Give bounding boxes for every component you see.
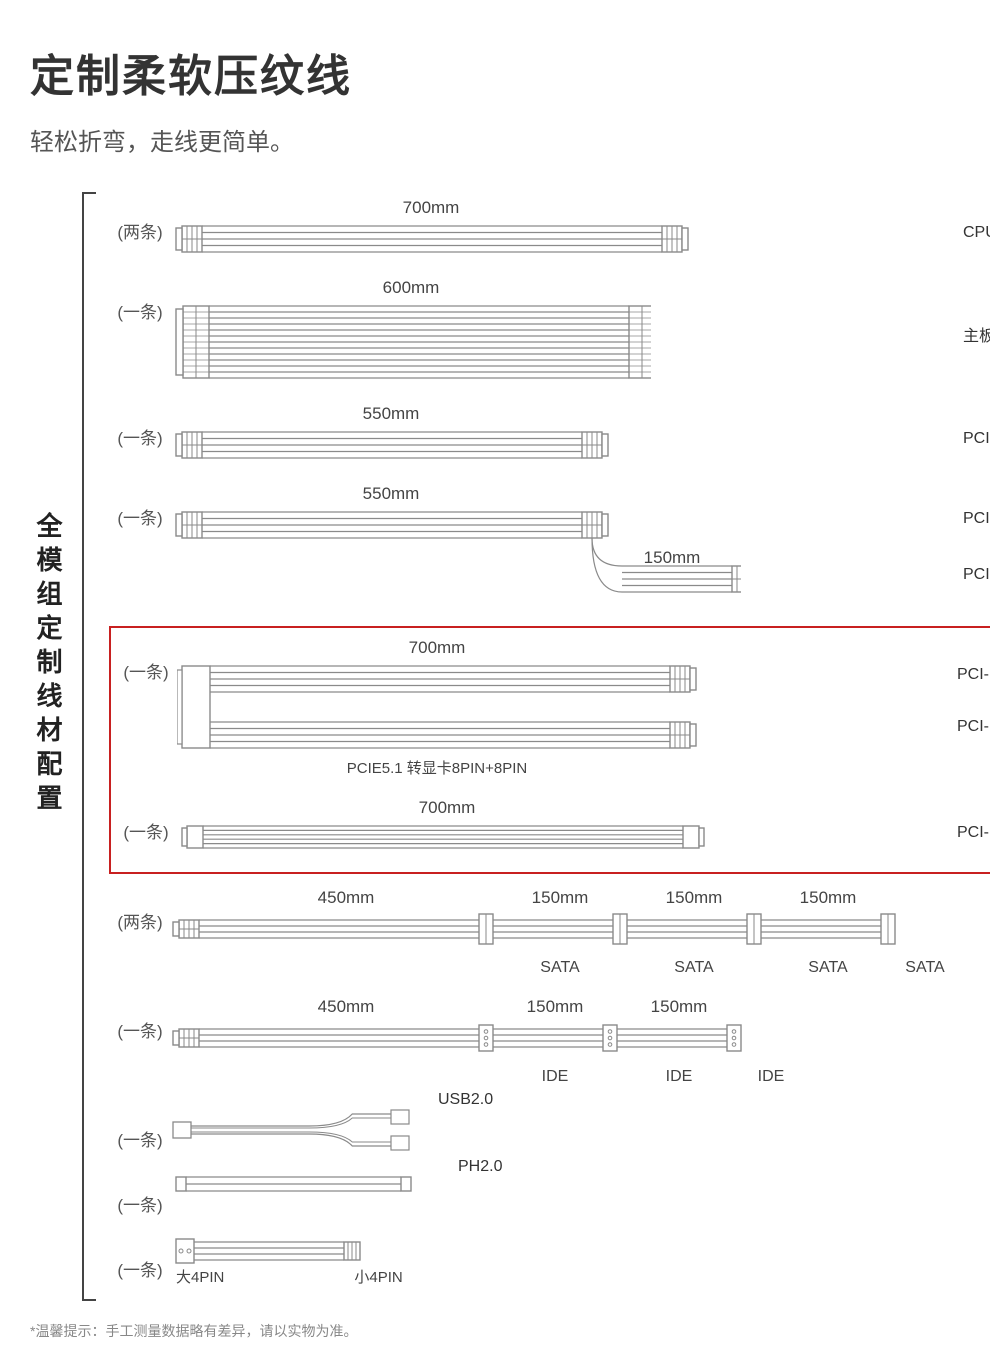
cable-row-4pin: (一条)大4PIN 小4PIN xyxy=(109,1230,990,1293)
conn-type-label xyxy=(963,910,990,918)
connector-labels: 主板20+4PIN xyxy=(955,278,990,350)
cable-row-ph: (一条)PH2.0 xyxy=(109,1165,990,1222)
conn-type-label: IDE xyxy=(741,1068,801,1086)
qty-label: (一条) xyxy=(109,1171,171,1216)
qty-label: (两条) xyxy=(109,198,171,243)
qty-label: (一条) xyxy=(109,484,171,529)
cable-graphic: 450mm150mm150mmIDEIDEIDE xyxy=(171,997,955,1086)
conn-type-label xyxy=(963,1019,990,1027)
connector-labels: PCI-E 6+2PIN PCI-E 6+2PIN xyxy=(949,638,990,740)
cable-graphic: PH2.0 xyxy=(171,1171,955,1183)
conn-type-label: SATA xyxy=(761,959,895,977)
conn-type-label: 小4PIN xyxy=(354,1266,402,1287)
cable-row-usb: (一条)USB2.0 xyxy=(109,1100,990,1157)
dim-label: 150mm xyxy=(627,888,761,908)
cable-graphic: 700mm PCIE5.1 转显卡8PIN+8PIN xyxy=(177,638,949,778)
connector-labels: CPU 4+4PIN xyxy=(955,198,990,246)
dim-label: 550mm xyxy=(201,484,581,504)
cable-row-pcie51_16: (一条) 700mm PCI-E5.1 16PIN xyxy=(115,792,990,860)
conn-type-label: 大4PIN xyxy=(176,1266,224,1287)
qty-label: (两条) xyxy=(109,888,171,933)
dim-label: 150mm xyxy=(493,997,617,1017)
conn-type-label: PCI-E 6+2PIN xyxy=(957,662,990,688)
qty-label: (一条) xyxy=(109,997,171,1042)
conn-type-label: SATA xyxy=(895,959,955,977)
conn-type-label: CPU 4+4PIN xyxy=(963,220,990,246)
connector-labels xyxy=(955,888,990,918)
cable-graphic: 450mm150mm150mm150mmSATASATASATASATA xyxy=(171,888,955,977)
connector-labels xyxy=(955,1171,990,1193)
conn-type-label xyxy=(199,1068,493,1086)
conn-type-label: SATA xyxy=(493,959,627,977)
cable-graphic: 700mm xyxy=(177,798,949,854)
conn-type-label: IDE xyxy=(493,1068,617,1086)
dim-label: 150mm xyxy=(493,888,627,908)
qty-label: (一条) xyxy=(115,798,177,843)
cable-graphic: USB2.0 xyxy=(171,1106,955,1140)
cable-row-pcie2: (一条) 550mm 150mm PCI-E 6+2PIN PCI-E 6+2PIN xyxy=(109,478,990,618)
cable-row-cpu: (两条) 700mm CPU 4+4PIN xyxy=(109,192,990,264)
cable-row-mb: (一条) 600mm 主板20+4PIN xyxy=(109,272,990,390)
connector-labels: PCI-E 6+2PIN xyxy=(955,404,990,452)
dim-label: 700mm xyxy=(201,198,661,218)
connector-labels: PCI-E5.1 16PIN xyxy=(949,798,990,846)
conn-type-label: PCI-E5.1 16PIN xyxy=(957,820,990,846)
conn-type-label: SATA xyxy=(627,959,761,977)
highlight-box: (一条) 700mm PCIE5.1 转显卡8PIN+8PIN PCI-E 6+2PI… xyxy=(109,626,990,874)
dim-label: 150mm xyxy=(617,997,741,1017)
conn-type-label: IDE xyxy=(617,1068,741,1086)
dim-label: 450mm xyxy=(199,997,493,1017)
dim-label: 550mm xyxy=(201,404,581,424)
conn-type-label: PCI-E 6+2PIN xyxy=(957,714,990,740)
cable-graphic: 550mm xyxy=(171,404,955,464)
page-subtitle: 轻松折弯，走线更简单。 xyxy=(30,122,960,157)
connector-labels xyxy=(955,1106,990,1128)
qty-label: (一条) xyxy=(109,1236,171,1281)
qty-label: (一条) xyxy=(109,278,171,323)
page-title: 定制柔软压纹线 xyxy=(30,40,960,104)
connector-labels: PCI-E 6+2PIN PCI-E 6+2PIN xyxy=(955,484,990,588)
cable-graphic: 700mm xyxy=(171,198,955,258)
cable-row-ide: (一条)450mm150mm150mmIDEIDEIDE xyxy=(109,991,990,1092)
conn-type-label: PCI-E 6+2PIN xyxy=(963,426,990,452)
dim-label: 450mm xyxy=(199,888,493,908)
conn-type-label: 主板20+4PIN xyxy=(963,318,990,350)
cable-graphic: 550mm 150mm xyxy=(171,484,955,612)
dim-label: 700mm xyxy=(207,798,687,818)
conn-type-label xyxy=(199,959,493,977)
cable-row-sata: (两条)450mm150mm150mm150mmSATASATASATASATA xyxy=(109,882,990,983)
conn-type-label: USB2.0 xyxy=(438,1091,493,1108)
conn-type-label: PH2.0 xyxy=(458,1158,502,1175)
cable-graphic: 大4PIN 小4PIN xyxy=(171,1236,955,1287)
conn-type-label: PCI-E 6+2PIN xyxy=(963,562,990,588)
qty-label: (一条) xyxy=(109,1106,171,1151)
cable-graphic: 600mm xyxy=(171,278,955,384)
dim-label: 700mm xyxy=(207,638,667,658)
below-label: PCIE5.1 转显卡8PIN+8PIN xyxy=(207,757,667,778)
footer-note: *温馨提示：手工测量数据略有差异，请以实物为准。 xyxy=(30,1321,960,1341)
connector-labels xyxy=(955,1236,990,1258)
dim-label: 150mm xyxy=(617,548,727,568)
connector-labels xyxy=(955,997,990,1027)
cable-row-pcie51_dual: (一条) 700mm PCIE5.1 转显卡8PIN+8PIN PCI-E 6+2PI… xyxy=(115,632,990,784)
dim-label: 600mm xyxy=(201,278,621,298)
qty-label: (一条) xyxy=(115,638,177,683)
qty-label: (一条) xyxy=(109,404,171,449)
cable-row-pcie1: (一条) 550mm PCI-E 6+2PIN xyxy=(109,398,990,470)
diagram-area: 全模组定制线材配置 (两条)700mmCPU 4+4PIN(一条)600mm主板… xyxy=(30,192,960,1301)
dim-label: 150mm xyxy=(761,888,895,908)
side-label: 全模组定制线材配置 xyxy=(30,512,67,818)
conn-type-label: PCI-E 6+2PIN xyxy=(963,506,990,532)
